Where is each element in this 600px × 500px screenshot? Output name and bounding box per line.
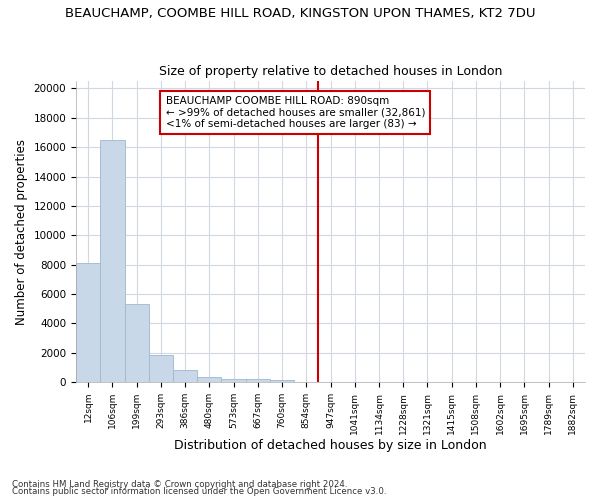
Text: BEAUCHAMP COOMBE HILL ROAD: 890sqm
← >99% of detached houses are smaller (32,861: BEAUCHAMP COOMBE HILL ROAD: 890sqm ← >99… — [166, 96, 425, 129]
X-axis label: Distribution of detached houses by size in London: Distribution of detached houses by size … — [174, 440, 487, 452]
Bar — [221, 379, 245, 382]
Title: Size of property relative to detached houses in London: Size of property relative to detached ho… — [159, 66, 502, 78]
Bar — [173, 370, 197, 382]
Bar — [125, 304, 149, 382]
Text: Contains HM Land Registry data © Crown copyright and database right 2024.: Contains HM Land Registry data © Crown c… — [12, 480, 347, 489]
Bar — [245, 379, 270, 382]
Bar — [100, 140, 125, 382]
Bar — [270, 380, 294, 382]
Bar — [149, 355, 173, 382]
Text: Contains public sector information licensed under the Open Government Licence v3: Contains public sector information licen… — [12, 487, 386, 496]
Text: BEAUCHAMP, COOMBE HILL ROAD, KINGSTON UPON THAMES, KT2 7DU: BEAUCHAMP, COOMBE HILL ROAD, KINGSTON UP… — [65, 8, 535, 20]
Bar — [76, 263, 100, 382]
Bar — [197, 377, 221, 382]
Y-axis label: Number of detached properties: Number of detached properties — [15, 138, 28, 324]
